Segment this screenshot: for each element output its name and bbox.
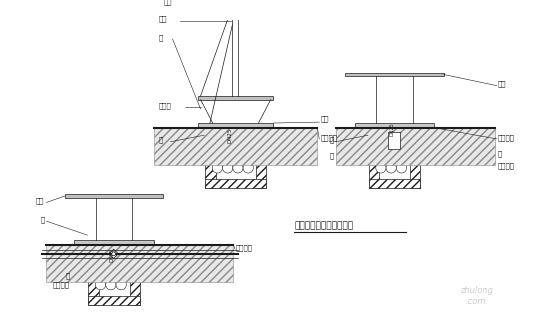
Bar bbox=[46, 245, 234, 282]
Text: 柱: 柱 bbox=[330, 137, 334, 143]
Circle shape bbox=[243, 163, 253, 173]
Text: 坑: 坑 bbox=[66, 272, 70, 279]
Bar bbox=[198, 96, 273, 100]
Circle shape bbox=[106, 269, 116, 280]
Text: 腻: 腻 bbox=[498, 151, 502, 157]
Bar bbox=[336, 128, 495, 165]
Text: DN25: DN25 bbox=[110, 248, 115, 262]
Text: 旋转: 旋转 bbox=[498, 81, 506, 87]
Bar bbox=[74, 240, 154, 245]
Bar bbox=[129, 245, 140, 305]
Bar bbox=[154, 128, 318, 165]
Bar bbox=[369, 179, 420, 188]
Bar bbox=[410, 128, 420, 188]
Text: 铺装材料: 铺装材料 bbox=[236, 244, 253, 251]
Circle shape bbox=[95, 269, 106, 280]
Circle shape bbox=[233, 152, 243, 163]
Text: 坑: 坑 bbox=[330, 152, 334, 159]
Bar bbox=[369, 128, 379, 188]
Text: 景观微喷灌溉水井示意图: 景观微喷灌溉水井示意图 bbox=[294, 221, 353, 230]
Bar bbox=[256, 128, 266, 188]
Text: DN25: DN25 bbox=[228, 127, 232, 143]
Circle shape bbox=[116, 269, 127, 280]
Text: 坑: 坑 bbox=[158, 137, 163, 143]
Text: 柱: 柱 bbox=[158, 34, 163, 41]
Circle shape bbox=[222, 152, 233, 163]
Circle shape bbox=[396, 152, 407, 163]
Circle shape bbox=[233, 163, 243, 173]
Text: 砾石垫层: 砾石垫层 bbox=[53, 281, 70, 288]
Text: 喷头: 喷头 bbox=[320, 115, 329, 122]
Text: 旋转: 旋转 bbox=[163, 0, 172, 5]
Bar bbox=[198, 123, 273, 128]
Text: 砾石垫层: 砾石垫层 bbox=[498, 162, 515, 169]
Circle shape bbox=[376, 152, 386, 163]
Circle shape bbox=[386, 152, 396, 163]
Text: 喷杆: 喷杆 bbox=[158, 15, 167, 22]
Text: 检修孔: 检修孔 bbox=[158, 102, 171, 109]
Text: 铺装材料: 铺装材料 bbox=[498, 134, 515, 141]
Circle shape bbox=[386, 163, 396, 173]
Bar bbox=[88, 296, 140, 305]
Circle shape bbox=[95, 280, 106, 290]
Text: 旋转: 旋转 bbox=[36, 197, 45, 204]
Text: DN25: DN25 bbox=[389, 122, 394, 136]
Bar bbox=[231, 8, 240, 19]
Circle shape bbox=[106, 280, 116, 290]
Bar bbox=[206, 128, 216, 188]
Circle shape bbox=[222, 163, 233, 173]
Bar bbox=[65, 194, 163, 198]
Circle shape bbox=[116, 280, 127, 290]
Bar bbox=[346, 73, 444, 76]
Circle shape bbox=[376, 163, 386, 173]
Bar bbox=[389, 132, 400, 149]
Circle shape bbox=[396, 163, 407, 173]
Circle shape bbox=[212, 152, 222, 163]
Text: 铺装材料: 铺装材料 bbox=[320, 134, 337, 141]
Circle shape bbox=[112, 252, 115, 256]
Text: zhulong
.com: zhulong .com bbox=[460, 286, 493, 306]
Text: 柱: 柱 bbox=[40, 216, 45, 223]
Circle shape bbox=[243, 152, 253, 163]
Bar bbox=[88, 245, 99, 305]
Bar bbox=[206, 179, 266, 188]
Bar bbox=[354, 123, 434, 128]
Circle shape bbox=[212, 163, 222, 173]
